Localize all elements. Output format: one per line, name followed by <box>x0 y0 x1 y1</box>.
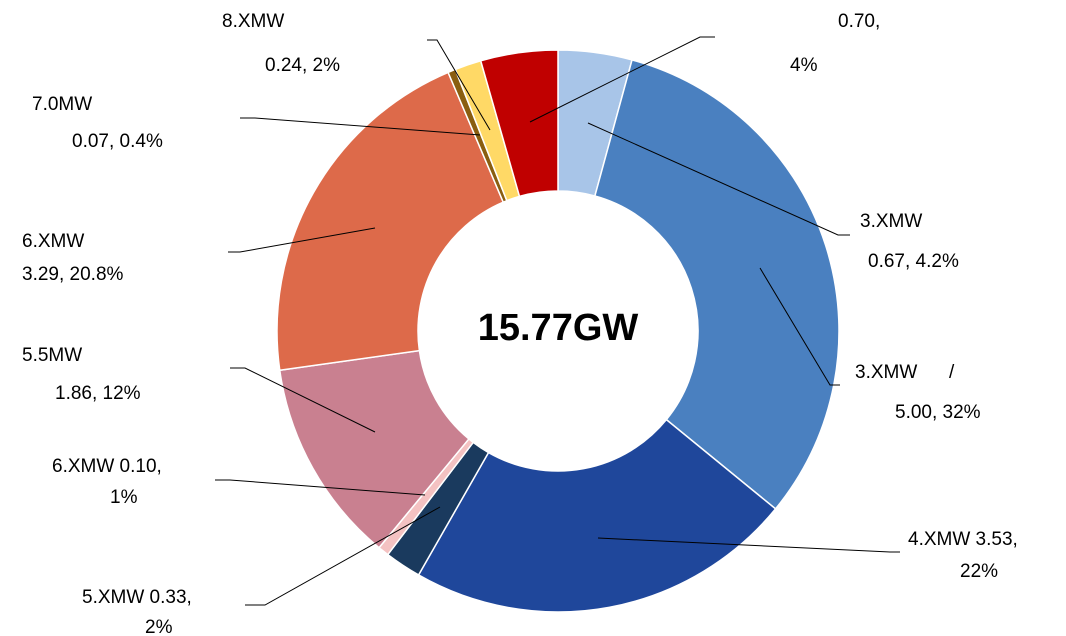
leader-line <box>240 117 481 136</box>
category-label: 6.XMW 0.10, <box>52 456 162 477</box>
category-label: 3.XMW / <box>855 362 955 383</box>
leader-line <box>228 227 376 253</box>
leader-line <box>230 367 376 433</box>
donut-segment <box>479 49 559 198</box>
category-label: 4.XMW 3.53, <box>908 529 1018 550</box>
leader-line <box>215 479 426 496</box>
value-label: 0.70, 4% <box>790 11 880 76</box>
category-label: 8.XMW <box>222 11 284 32</box>
category-label: 5.5MW <box>22 345 82 366</box>
value-label: 22% <box>960 561 998 582</box>
leader-line <box>427 39 491 131</box>
category-label: 3.XMW <box>860 211 922 232</box>
category-label: 7.0MW <box>32 94 92 115</box>
value-label: 3.29, 20.8% <box>22 264 124 285</box>
donut-segment <box>593 59 840 510</box>
value-label: 1% <box>110 487 138 508</box>
leader-line <box>245 506 441 606</box>
leader-line <box>587 122 850 236</box>
category-label: 5.XMW 0.33, <box>82 587 192 608</box>
value-label: 1.86, 12% <box>55 383 141 404</box>
leader-line <box>759 267 840 386</box>
wedges <box>276 49 840 613</box>
donut-segment <box>276 71 505 372</box>
donut-segment <box>417 418 777 613</box>
leader-line <box>597 537 900 553</box>
value-label: 0.24, 2% <box>265 55 340 76</box>
leader-line <box>529 36 715 123</box>
value-label: 0.67, 4.2% <box>868 251 959 272</box>
value-label: 2% <box>145 617 173 636</box>
value-label: 0.07, 0.4% <box>72 131 163 152</box>
center-label: 15.77GW <box>478 307 639 349</box>
category-label: 6.XMW <box>22 231 84 252</box>
value-label: 5.00, 32% <box>895 402 981 423</box>
